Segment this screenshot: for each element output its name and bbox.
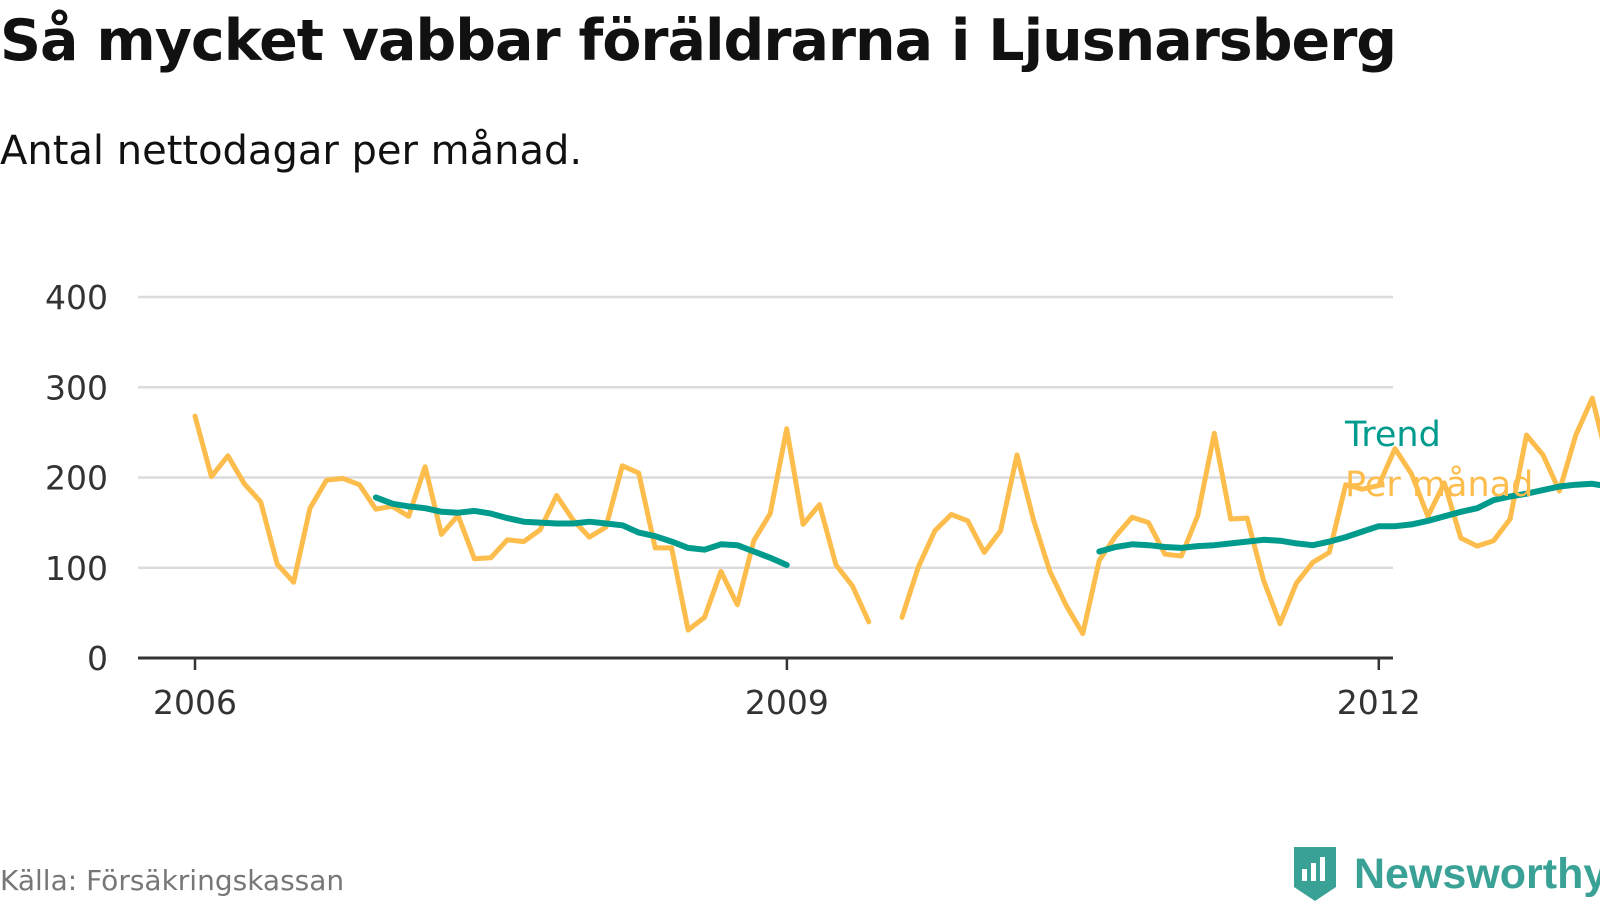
y-tick-label: 0 — [87, 639, 108, 678]
trend-label: Trend — [1344, 415, 1441, 455]
chart-title: Så mycket vabbar föräldrarna i Ljusnarsb… — [0, 8, 1397, 74]
y-tick-label: 300 — [45, 368, 108, 407]
gridlines — [138, 295, 1393, 569]
trend-line — [1096, 480, 1600, 555]
y-axis-ticks: 0 100 200 300 400 — [45, 278, 108, 678]
monthly-line — [899, 395, 1600, 637]
chart-subtitle: Antal nettodagar per månad. — [0, 128, 583, 174]
x-tick-label: 2006 — [153, 683, 237, 722]
y-tick-label: 200 — [45, 459, 108, 498]
y-tick-label: 400 — [45, 278, 108, 317]
x-tick-label: 2009 — [745, 683, 829, 722]
monthly-label: Per månad — [1345, 464, 1533, 505]
x-axis: 2006200920122015201820212023 — [138, 656, 1421, 722]
newsworthy-logo[interactable]: Newsworthy — [1290, 843, 1600, 905]
y-tick-label: 100 — [45, 549, 108, 588]
trend-line — [372, 494, 790, 568]
newsworthy-logo-icon — [1294, 847, 1336, 901]
brand-name: Newsworthy — [1354, 849, 1600, 898]
source-note: Källa: Försäkringskassan — [0, 864, 345, 897]
x-tick-label: 2012 — [1337, 683, 1421, 722]
monthly-line — [192, 413, 872, 633]
series-lines — [192, 395, 1600, 637]
